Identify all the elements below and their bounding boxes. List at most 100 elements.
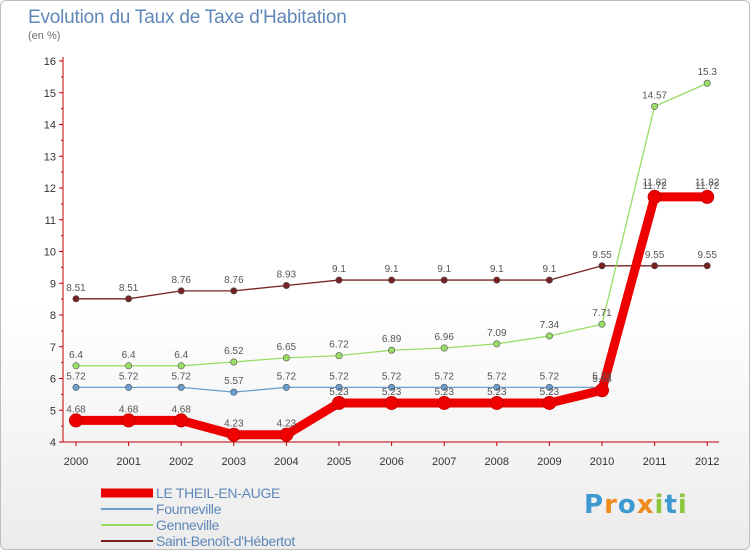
legend-swatch	[101, 488, 153, 498]
x-tick-label: 2002	[169, 456, 193, 468]
data-label-0: 4.68	[119, 404, 139, 415]
series-point-0	[595, 383, 609, 398]
series-point-3	[493, 276, 501, 284]
logo-letter: P	[584, 490, 605, 520]
x-tick-label: 2004	[274, 456, 298, 468]
data-label-2: 14.57	[642, 90, 667, 101]
x-tick-label: 2012	[695, 456, 719, 468]
data-label-0: 4.68	[66, 404, 86, 415]
data-label-2: 6.65	[277, 342, 297, 353]
series-point-2	[125, 362, 133, 370]
legend-swatch	[101, 524, 153, 526]
y-tick-label: 16	[44, 56, 56, 68]
x-tick-label: 2001	[116, 456, 140, 468]
series-point-1	[177, 383, 185, 391]
series-point-2	[703, 79, 711, 87]
series-point-2	[282, 354, 290, 362]
legend-label: Genneville	[156, 517, 220, 533]
logo-letter: i	[677, 490, 688, 520]
series-point-1	[72, 383, 80, 391]
legend-swatch	[101, 540, 153, 542]
series-point-2	[598, 320, 606, 328]
series-point-2	[230, 358, 238, 366]
x-tick-label: 2006	[379, 456, 403, 468]
series-line-2	[75, 82, 708, 367]
series-point-3	[440, 276, 448, 284]
data-label-1: 11.82	[642, 178, 667, 189]
series-point-0	[542, 395, 557, 410]
series-point-3	[598, 262, 606, 270]
data-label-2: 15.3	[697, 67, 717, 78]
data-label-2: 6.89	[382, 334, 402, 345]
data-label-2: 7.34	[540, 320, 560, 331]
data-label-0: 5.23	[329, 387, 349, 398]
series-point-0	[700, 189, 715, 204]
data-labels-layer: 4.68 4.68 4.68 4.23 4.23 5.23 5.23 5.23 5.23 5.23…	[66, 67, 720, 429]
data-label-0: 5.23	[434, 387, 454, 398]
line-chart: 4 5 6 7 8 9 10 11 12 13 14 15 16 2000 2001 2002 2003 2004…	[44, 56, 720, 468]
series-point-0	[384, 395, 399, 410]
data-label-0: 11.72	[642, 181, 667, 192]
data-label-0: 4.23	[224, 419, 244, 430]
y-tick-label: 10	[44, 247, 56, 259]
data-label-0: 4.68	[171, 404, 191, 415]
series-point-3	[177, 287, 185, 295]
data-label-1: 5.72	[66, 371, 86, 382]
series-point-1	[335, 383, 343, 391]
series-point-0	[69, 413, 83, 428]
series-point-1	[545, 383, 553, 391]
series-point-0	[174, 413, 189, 428]
data-label-1: 5.72	[171, 371, 191, 382]
chart-axes: 4 5 6 7 8 9 10 11 12 13 14 15 16 2000 2001 2002 2003 2004…	[44, 56, 720, 468]
x-tick-label: 2005	[327, 456, 351, 468]
series-point-0	[437, 395, 452, 410]
data-label-2: 7.09	[487, 328, 507, 339]
data-label-1: 5.72	[487, 371, 507, 382]
data-label-0: 5.63	[592, 374, 612, 385]
logo-letter: o	[617, 490, 637, 520]
logo-letter: t	[664, 490, 678, 520]
x-tick-label: 2003	[222, 456, 246, 468]
data-label-0: 11.72	[695, 181, 720, 192]
data-label-3: 9.1	[437, 264, 451, 275]
series-point-0	[121, 413, 136, 428]
series-point-2	[388, 346, 396, 354]
data-label-2: 6.4	[174, 350, 188, 361]
data-label-1: 5.72	[329, 371, 349, 382]
series-point-1	[282, 383, 290, 391]
proxiti-logo: Proxiti	[584, 490, 688, 520]
data-label-3: 9.55	[592, 250, 612, 261]
series-point-3	[72, 295, 80, 303]
series-point-3	[703, 262, 711, 270]
legend-label: Fourneville	[156, 501, 222, 517]
series-point-1	[388, 383, 396, 391]
data-label-2: 6.4	[122, 350, 136, 361]
series-point-3	[230, 287, 238, 295]
data-label-3: 8.93	[277, 269, 297, 280]
data-label-1: 11.82	[695, 178, 720, 189]
series-point-3	[388, 276, 396, 284]
data-label-3: 9.1	[490, 264, 504, 275]
series-layer	[69, 79, 715, 442]
logo-letter: r	[604, 490, 618, 520]
data-label-3: 9.1	[332, 264, 346, 275]
series-point-1	[125, 383, 133, 391]
x-tick-label: 2000	[64, 456, 88, 468]
y-tick-label: 5	[50, 405, 56, 417]
data-label-3: 9.1	[385, 264, 399, 275]
series-point-2	[72, 362, 80, 370]
y-tick-label: 11	[45, 215, 56, 227]
y-tick-label: 13	[44, 151, 56, 163]
y-tick-label: 14	[44, 120, 56, 132]
chart-subtitle: (en %)	[28, 30, 61, 42]
data-label-0: 4.23	[277, 419, 297, 430]
data-label-0: 5.23	[487, 387, 507, 398]
series-point-0	[489, 395, 504, 410]
data-label-2: 6.52	[224, 346, 244, 357]
y-tick-label: 15	[44, 88, 56, 100]
y-tick-label: 6	[50, 374, 56, 386]
chart-title: Evolution du Taux de Taxe d'Habitation	[28, 7, 347, 28]
series-point-2	[440, 344, 448, 352]
data-label-3: 8.76	[224, 275, 244, 286]
